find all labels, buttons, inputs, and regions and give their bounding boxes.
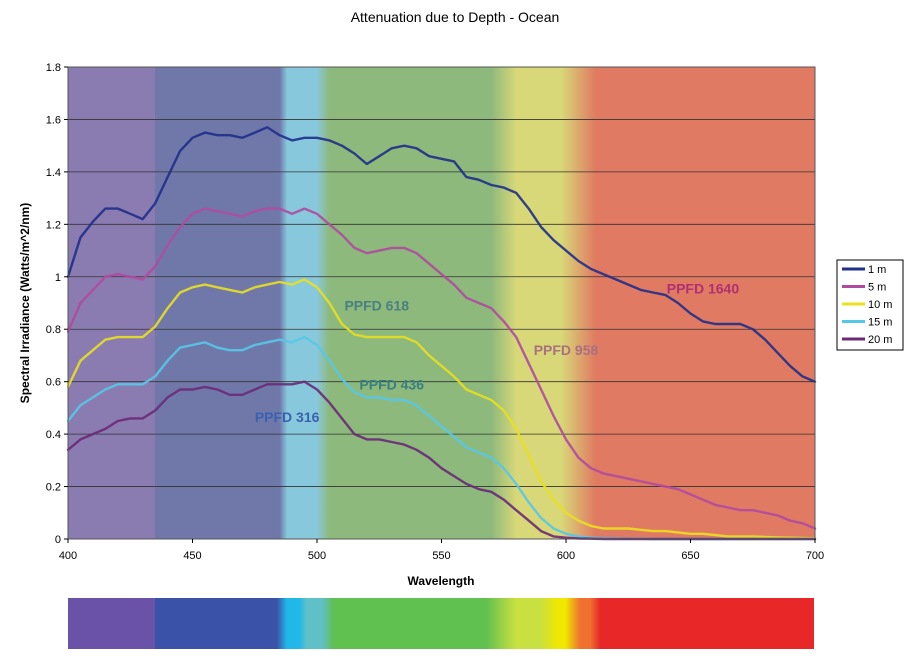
gridlines xyxy=(68,119,815,487)
x-tick-label: 400 xyxy=(59,550,77,562)
series-line-1m xyxy=(66,126,817,383)
annotations: PPFD 1640 PPFD 958 PPFD 618 PPFD 436 PPFD 31… xyxy=(255,281,740,425)
y-tick-label: 0 xyxy=(55,534,61,546)
ppfd-annotation: PPFD 436 xyxy=(359,376,424,392)
x-axis-label: Wavelength xyxy=(408,574,475,588)
x-tick-label: 450 xyxy=(183,550,201,562)
spectrum-bar xyxy=(68,598,814,649)
x-tick-label: 700 xyxy=(806,550,824,562)
ppfd-annotation: PPFD 958 xyxy=(534,342,599,358)
series-line-10m xyxy=(66,278,817,540)
series-line-5m xyxy=(66,207,817,530)
y-tick-label: 1.2 xyxy=(46,219,61,231)
y-tick-label: 1 xyxy=(55,272,61,284)
x-tick-label: 550 xyxy=(432,550,450,562)
plot-area xyxy=(68,67,815,539)
ppfd-annotation: PPFD 618 xyxy=(344,298,409,314)
legend-label: 1 m xyxy=(868,264,886,276)
chart-title: Attenuation due to Depth - Ocean xyxy=(351,9,560,25)
legend-label: 10 m xyxy=(868,299,892,311)
ppfd-annotation: PPFD 316 xyxy=(255,409,320,425)
legend-label: 20 m xyxy=(868,334,892,346)
y-tick-label: 1.6 xyxy=(46,114,61,126)
y-tick-label: 0.4 xyxy=(46,429,61,441)
legend: 1 m 5 m 10 m 15 m 20 m xyxy=(836,259,904,351)
x-tick-label: 650 xyxy=(681,550,699,562)
legend-label: 5 m xyxy=(868,282,886,294)
y-axis-label: Spectral Irradiance (Watts/m^2/nm) xyxy=(18,203,32,404)
y-tick-label: 0.8 xyxy=(46,324,61,336)
y-tick-label: 1.8 xyxy=(46,62,61,74)
y-tick-label: 0.2 xyxy=(46,482,61,494)
ppfd-annotation: PPFD 1640 xyxy=(667,281,740,297)
x-axis-ticks: 400 450 500 550 600 650 700 xyxy=(59,539,824,562)
x-tick-label: 600 xyxy=(557,550,575,562)
y-tick-label: 1.4 xyxy=(46,167,61,179)
y-axis-ticks: 0 0.2 0.4 0.6 0.8 1 1.2 1.4 1.6 1.8 xyxy=(46,62,68,546)
legend-label: 15 m xyxy=(868,317,892,329)
x-tick-label: 500 xyxy=(308,550,326,562)
y-tick-label: 0.6 xyxy=(46,377,61,389)
